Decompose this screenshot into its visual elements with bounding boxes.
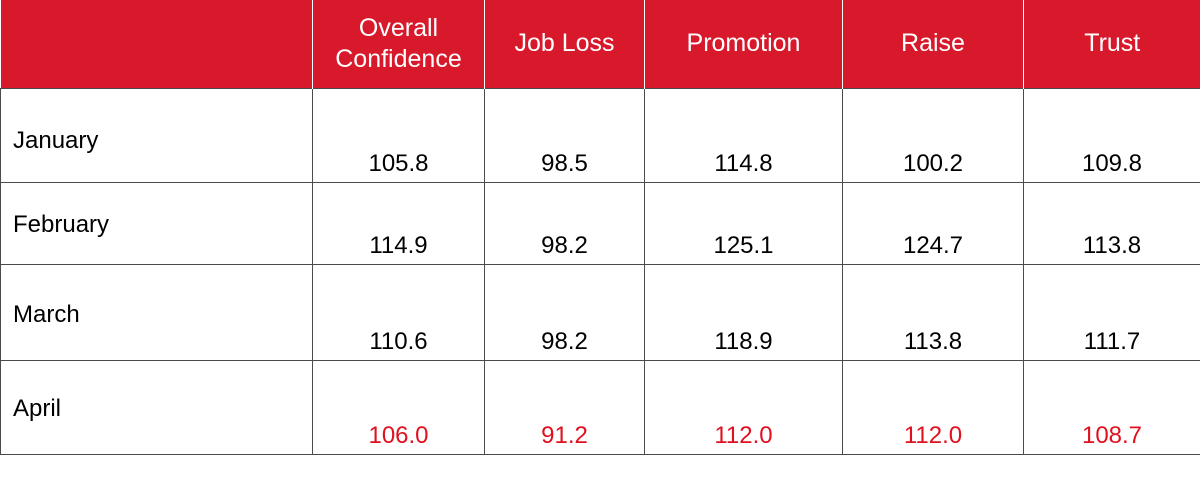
table-cell: 105.8 <box>312 87 485 183</box>
table-cell: 98.5 <box>484 87 645 183</box>
table-cell-highlighted: 108.7 <box>1023 359 1200 455</box>
row-label: April <box>0 359 313 455</box>
table-cell: 100.2 <box>842 87 1024 183</box>
table-cell-highlighted: 112.0 <box>842 359 1024 455</box>
table-cell: 109.8 <box>1023 87 1200 183</box>
table-cell: 114.9 <box>312 181 485 265</box>
table-row: March 110.6 98.2 118.9 113.8 111.7 <box>0 263 1200 361</box>
table-cell-highlighted: 106.0 <box>312 359 485 455</box>
header-cell-raise: Raise <box>842 0 1024 88</box>
table-cell: 111.7 <box>1023 263 1200 361</box>
table-cell: 114.8 <box>644 87 843 183</box>
row-label: March <box>0 263 313 361</box>
table-cell: 98.2 <box>484 263 645 361</box>
header-cell-job-loss: Job Loss <box>484 0 645 88</box>
header-cell-overall-confidence: Overall Confidence <box>312 0 485 88</box>
row-label: February <box>0 181 313 265</box>
table-row: February 114.9 98.2 125.1 124.7 113.8 <box>0 181 1200 265</box>
table-cell: 125.1 <box>644 181 843 265</box>
table-row: January 105.8 98.5 114.8 100.2 109.8 <box>0 87 1200 183</box>
table-cell: 113.8 <box>1023 181 1200 265</box>
header-cell-promotion: Promotion <box>644 0 843 88</box>
header-row: Overall Confidence Job Loss Promotion Ra… <box>0 0 1200 88</box>
row-label: January <box>0 87 313 183</box>
table-row-highlighted: April 106.0 91.2 112.0 112.0 108.7 <box>0 359 1200 455</box>
header-cell-blank <box>0 0 313 88</box>
table-cell: 124.7 <box>842 181 1024 265</box>
table-cell-highlighted: 112.0 <box>644 359 843 455</box>
table-cell: 98.2 <box>484 181 645 265</box>
table-cell: 110.6 <box>312 263 485 361</box>
table-cell: 113.8 <box>842 263 1024 361</box>
header-cell-trust: Trust <box>1023 0 1200 88</box>
confidence-table: Overall Confidence Job Loss Promotion Ra… <box>0 0 1200 455</box>
table-cell: 118.9 <box>644 263 843 361</box>
table-cell-highlighted: 91.2 <box>484 359 645 455</box>
